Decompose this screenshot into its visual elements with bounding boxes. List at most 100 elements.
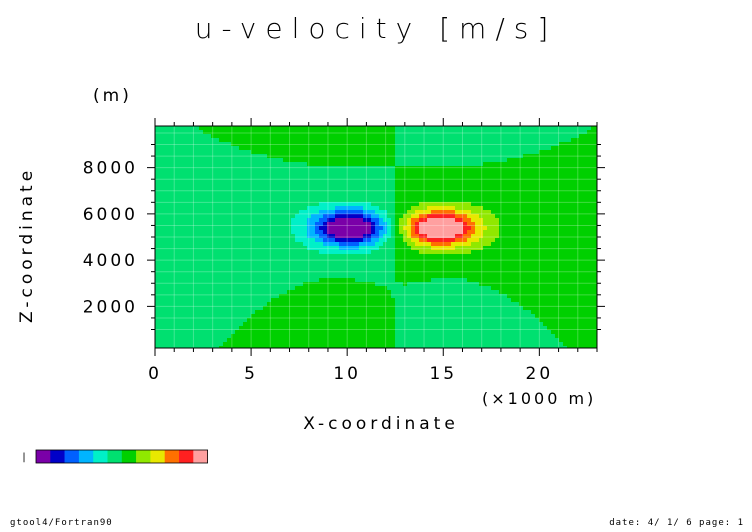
contour-cell [479,134,484,139]
contour-cell [299,254,304,259]
contour-cell [391,254,396,259]
contour-cell [307,214,312,219]
contour-cell [403,130,408,135]
contour-cell [371,194,376,199]
contour-cell [383,238,388,243]
contour-cell [319,194,324,199]
contour-cell [159,290,164,295]
contour-cell [299,146,304,151]
contour-cell [427,242,432,247]
contour-cell [379,162,384,167]
contour-cell [567,194,572,199]
contour-cell [483,150,488,155]
contour-cell [523,186,528,191]
contour-cell [479,166,484,171]
contour-cell [175,134,180,139]
contour-cell [575,254,580,259]
contour-cell [371,274,376,279]
contour-cell [431,170,436,175]
contour-cell [179,262,184,267]
contour-cell [543,258,548,263]
contour-cell [595,150,598,155]
contour-cell [231,270,236,275]
contour-cell [335,266,340,271]
contour-cell [519,126,524,131]
contour-cell [395,294,400,299]
contour-cell [155,298,160,303]
contour-cell [523,278,528,283]
contour-cell [239,186,244,191]
contour-cell [395,186,400,191]
y-axis-unit: (m) [93,86,132,106]
contour-cell [519,182,524,187]
contour-cell [527,302,532,307]
contour-cell [235,150,240,155]
contour-cell [163,182,168,187]
contour-cell [407,286,412,291]
contour-cell [199,158,204,163]
contour-cell [447,162,452,167]
contour-cell [319,202,324,207]
contour-cell [471,190,476,195]
contour-cell [559,242,564,247]
contour-cell [395,178,400,183]
contour-cell [491,222,496,227]
contour-cell [535,230,540,235]
contour-cell [283,198,288,203]
contour-cell [499,210,504,215]
contour-cell [291,266,296,271]
contour-cell [335,298,340,303]
contour-cell [547,202,552,207]
contour-cell [239,278,244,283]
contour-cell [491,258,496,263]
contour-cell [179,290,184,295]
contour-cell [203,130,208,135]
contour-cell [351,186,356,191]
contour-cell [331,254,336,259]
contour-cell [403,194,408,199]
contour-cell [255,194,260,199]
contour-cell [191,278,196,283]
contour-cell [551,202,556,207]
contour-cell [575,214,580,219]
contour-cell [547,210,552,215]
contour-cell [463,266,468,271]
contour-cell [503,218,508,223]
contour-cell [543,290,548,295]
contour-cell [443,274,448,279]
contour-cell [383,182,388,187]
contour-cell [235,198,240,203]
contour-cell [223,302,228,307]
contour-cell [295,126,300,131]
contour-cell [215,242,220,247]
contour-cell [519,134,524,139]
contour-cell [251,258,256,263]
contour-cell [383,286,388,291]
contour-cell [211,222,216,227]
contour-cell [571,218,576,223]
contour-cell [315,126,320,131]
contour-cell [207,130,212,135]
contour-cell [183,266,188,271]
contour-cell [351,218,356,223]
contour-cell [271,254,276,259]
contour-cell [447,174,452,179]
contour-cell [431,242,436,247]
contour-cell [191,234,196,239]
contour-cell [583,178,588,183]
contour-cell [339,190,344,195]
contour-cell [223,206,228,211]
contour-cell [503,206,508,211]
contour-cell [167,266,172,271]
contour-cell [343,270,348,275]
contour-cell [443,146,448,151]
contour-cell [307,198,312,203]
contour-cell [451,286,456,291]
contour-cell [391,194,396,199]
contour-cell [499,150,504,155]
contour-cell [199,202,204,207]
contour-cell [563,178,568,183]
contour-cell [335,190,340,195]
contour-cell [539,198,544,203]
contour-cell [439,142,444,147]
